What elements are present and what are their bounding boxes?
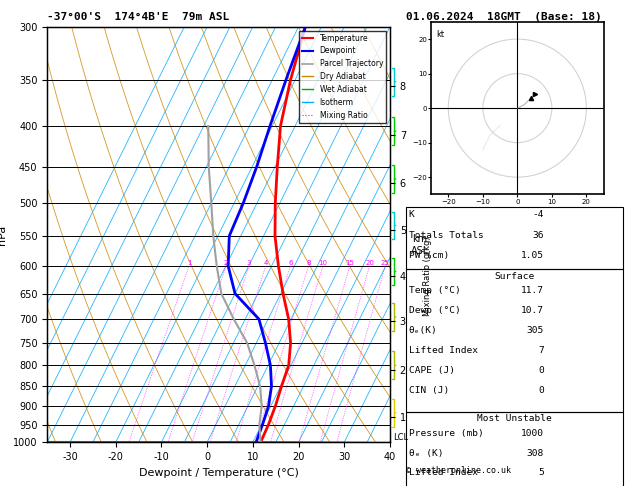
Text: K: K	[409, 209, 415, 219]
Text: © weatheronline.co.uk: © weatheronline.co.uk	[406, 466, 511, 475]
Text: Pressure (mb): Pressure (mb)	[409, 429, 484, 438]
Text: 36: 36	[533, 230, 544, 240]
Text: CIN (J): CIN (J)	[409, 385, 449, 395]
Text: -4: -4	[533, 209, 544, 219]
Text: 308: 308	[527, 449, 544, 457]
Text: Totals Totals: Totals Totals	[409, 230, 484, 240]
Text: 15: 15	[345, 260, 354, 266]
Text: 11.7: 11.7	[521, 286, 544, 295]
Text: -37°00'S  174°4B'E  79m ASL: -37°00'S 174°4B'E 79m ASL	[47, 12, 230, 22]
Text: 01.06.2024  18GMT  (Base: 18): 01.06.2024 18GMT (Base: 18)	[406, 12, 601, 22]
Text: Mixing Ratio (g/kg): Mixing Ratio (g/kg)	[423, 236, 432, 316]
Text: kt: kt	[437, 31, 444, 39]
Text: Surface: Surface	[494, 272, 534, 281]
Legend: Temperature, Dewpoint, Parcel Trajectory, Dry Adiabat, Wet Adiabat, Isotherm, Mi: Temperature, Dewpoint, Parcel Trajectory…	[299, 31, 386, 122]
Text: 1000: 1000	[521, 429, 544, 438]
Text: θₑ (K): θₑ (K)	[409, 449, 443, 457]
Text: 25: 25	[381, 260, 389, 266]
Text: 7: 7	[538, 346, 544, 355]
Text: 6: 6	[288, 260, 292, 266]
Text: 0: 0	[538, 385, 544, 395]
Text: PW (cm): PW (cm)	[409, 251, 449, 260]
Text: θₑ(K): θₑ(K)	[409, 326, 438, 335]
Y-axis label: hPa: hPa	[0, 225, 8, 244]
Text: Lifted Index: Lifted Index	[409, 469, 478, 477]
Text: 5: 5	[538, 469, 544, 477]
Text: Most Unstable: Most Unstable	[477, 414, 552, 423]
Y-axis label: km
ASL: km ASL	[411, 235, 429, 256]
Text: 305: 305	[527, 326, 544, 335]
Text: 8: 8	[306, 260, 311, 266]
Text: 10.7: 10.7	[521, 306, 544, 315]
Text: 1.05: 1.05	[521, 251, 544, 260]
Text: 2: 2	[224, 260, 228, 266]
Text: 4: 4	[264, 260, 268, 266]
Text: CAPE (J): CAPE (J)	[409, 365, 455, 375]
Text: Dewp (°C): Dewp (°C)	[409, 306, 460, 315]
Text: LCL: LCL	[393, 433, 408, 442]
Text: Lifted Index: Lifted Index	[409, 346, 478, 355]
X-axis label: Dewpoint / Temperature (°C): Dewpoint / Temperature (°C)	[138, 468, 299, 478]
Text: 20: 20	[365, 260, 374, 266]
Text: 1: 1	[187, 260, 191, 266]
Text: Temp (°C): Temp (°C)	[409, 286, 460, 295]
Text: 10: 10	[318, 260, 327, 266]
Text: 3: 3	[247, 260, 251, 266]
Text: 0: 0	[538, 365, 544, 375]
